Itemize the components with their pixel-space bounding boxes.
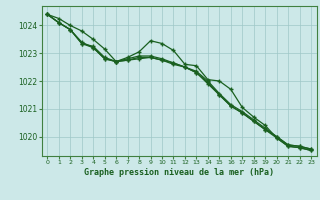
X-axis label: Graphe pression niveau de la mer (hPa): Graphe pression niveau de la mer (hPa)	[84, 168, 274, 177]
